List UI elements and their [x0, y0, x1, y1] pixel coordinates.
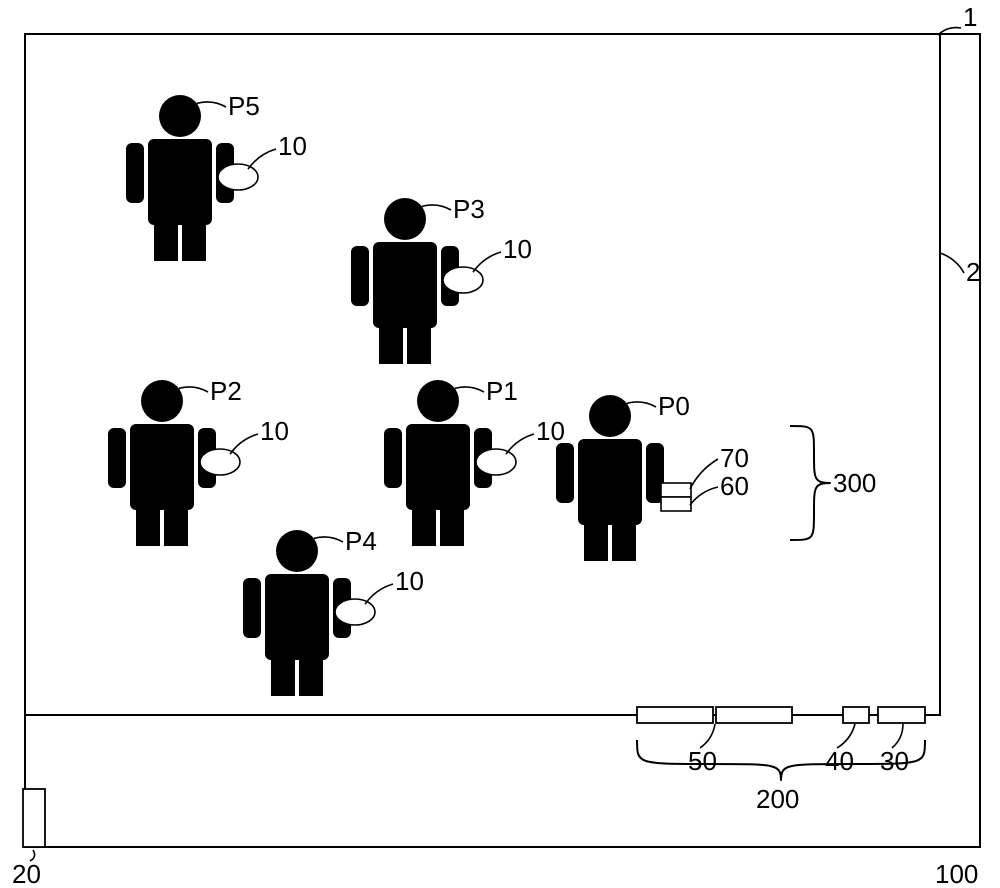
label-10: 10 — [503, 234, 532, 264]
label-70: 70 — [720, 443, 749, 473]
label-60: 60 — [720, 471, 749, 501]
module-60 — [661, 497, 691, 511]
label-P2: P2 — [210, 376, 242, 406]
label-30: 30 — [880, 746, 909, 776]
label-10: 10 — [536, 416, 565, 446]
badge-10 — [335, 599, 375, 625]
mod-40 — [843, 707, 869, 723]
badge-10 — [218, 164, 258, 190]
label-10: 10 — [395, 566, 424, 596]
module-70 — [661, 483, 691, 497]
badge-10 — [443, 267, 483, 293]
label-P4: P4 — [345, 526, 377, 556]
label-P1: P1 — [486, 376, 518, 406]
label-40: 40 — [825, 746, 854, 776]
label-1: 1 — [963, 2, 977, 32]
label-10: 10 — [260, 416, 289, 446]
label-20: 20 — [12, 859, 41, 888]
badge-10 — [200, 449, 240, 475]
label-P5: P5 — [228, 91, 260, 121]
label-2: 2 — [966, 257, 980, 287]
mod-50-right — [716, 707, 792, 723]
badge-10 — [476, 449, 516, 475]
label-50: 50 — [688, 746, 717, 776]
label-200: 200 — [756, 784, 799, 814]
label-P3: P3 — [453, 194, 485, 224]
diagram-svg: P5 10 P3 10 P2 10 P1 10 P4 10 P0 7060 300 50 40 30 200 20… — [0, 0, 1000, 888]
label-100: 100 — [935, 859, 978, 888]
label-10: 10 — [278, 131, 307, 161]
mod-30 — [878, 707, 925, 723]
label-P0: P0 — [658, 391, 690, 421]
diagram-canvas: P5 10 P3 10 P2 10 P1 10 P4 10 P0 7060 300 50 40 30 200 20… — [0, 0, 1000, 888]
label-300: 300 — [833, 468, 876, 498]
mod-50-left — [637, 707, 713, 723]
module-20 — [23, 789, 45, 847]
